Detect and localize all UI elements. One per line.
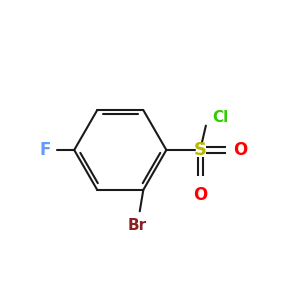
Text: F: F (40, 141, 51, 159)
Text: O: O (194, 186, 208, 204)
Text: S: S (194, 141, 207, 159)
Text: O: O (233, 141, 247, 159)
Text: Br: Br (128, 218, 147, 233)
Text: Cl: Cl (212, 110, 228, 125)
